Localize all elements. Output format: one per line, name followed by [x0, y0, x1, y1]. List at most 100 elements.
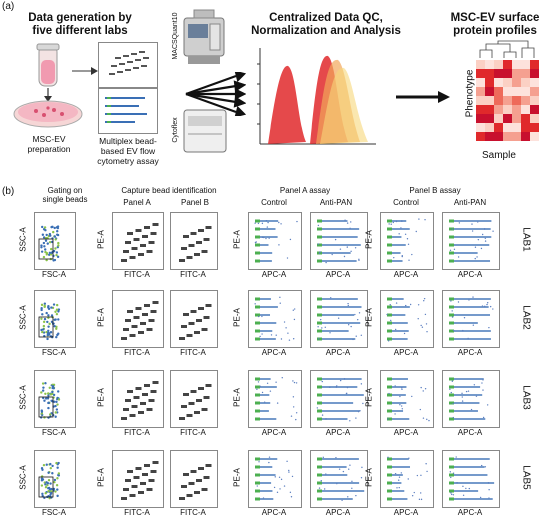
heatmap-cell — [503, 87, 512, 96]
plot-ylabel: PE-A — [232, 230, 242, 249]
col-header-assay-a-antipan: Anti-PAN — [319, 198, 353, 207]
heatmap-cell — [521, 105, 530, 114]
heatmap-cell — [530, 87, 539, 96]
heatmap-cell — [476, 105, 485, 114]
plot-xlabel: APC-A — [325, 428, 351, 437]
plot-xlabel: APC-A — [457, 270, 483, 279]
plot-ylabel: PE-A — [96, 388, 106, 407]
plot-xlabel: FITC-A — [124, 508, 150, 517]
col-header-assay-b: Panel B assay — [409, 186, 461, 195]
cytometry-plot — [112, 450, 164, 508]
heatmap-cell — [485, 123, 494, 132]
lab-label: LAB3 — [520, 385, 532, 410]
heatmap-cell — [503, 60, 512, 69]
heatmap-cell — [521, 96, 530, 105]
col-header-gating: Gating on single beads — [30, 186, 100, 204]
cytometry-plot — [170, 212, 218, 270]
heatmap-cell — [494, 69, 503, 78]
macsquant-instrument-illustration — [180, 8, 228, 74]
plot-xlabel: FSC-A — [42, 428, 66, 437]
plot-xlabel: APC-A — [457, 348, 483, 357]
heatmap-cell — [530, 60, 539, 69]
heatmap-cell — [512, 69, 521, 78]
msc-ev-illustration — [8, 42, 90, 132]
plot-ylabel: PE-A — [364, 230, 374, 249]
plot-ylabel: PE-A — [96, 468, 106, 487]
plot-ylabel: SSC-A — [18, 465, 28, 490]
normalization-histogram — [254, 44, 378, 152]
heatmap-cell — [521, 60, 530, 69]
msc-ev-caption-line2: preparation — [27, 144, 71, 154]
step1-heading-line1: Data generation by — [28, 12, 132, 24]
heatmap-cell — [503, 96, 512, 105]
plot-xlabel: FITC-A — [124, 270, 150, 279]
plot-xlabel: APC-A — [261, 428, 287, 437]
cytometry-plot — [34, 450, 76, 508]
cytometry-plot — [34, 290, 76, 348]
heatmap-cell — [512, 123, 521, 132]
cytometry-plot — [380, 450, 434, 508]
heatmap-cell — [494, 105, 503, 114]
heatmap-cell — [494, 78, 503, 87]
lab-label: LAB2 — [520, 305, 532, 330]
plot-ylabel: SSC-A — [18, 227, 28, 252]
heatmap-cell — [476, 69, 485, 78]
cytometry-plot — [248, 450, 302, 508]
cytometry-plot — [34, 212, 76, 270]
assay-thumb-top — [98, 42, 158, 88]
plot-xlabel: FSC-A — [42, 508, 66, 517]
cytometry-plot — [248, 290, 302, 348]
heatmap-cell — [512, 132, 521, 141]
cytometry-plot — [442, 450, 500, 508]
heatmap-cell — [494, 87, 503, 96]
heatmap-cell — [476, 60, 485, 69]
col-header-assay-a: Panel A assay — [279, 186, 331, 195]
plot-xlabel: APC-A — [393, 270, 419, 279]
heatmap-cell — [485, 78, 494, 87]
heatmap-cell — [521, 87, 530, 96]
plot-xlabel: APC-A — [393, 348, 419, 357]
col-header-assay-b-antipan: Anti-PAN — [453, 198, 487, 207]
col-header-assay-b-control: Control — [393, 198, 419, 207]
heatmap-cell — [485, 105, 494, 114]
plot-xlabel: APC-A — [261, 348, 287, 357]
cytometry-plot — [310, 450, 368, 508]
heatmap-cell — [512, 96, 521, 105]
heatmap-cell — [503, 69, 512, 78]
cytometry-plot — [112, 290, 164, 348]
heatmap-cell — [512, 114, 521, 123]
plot-xlabel: APC-A — [393, 508, 419, 517]
cytometry-plot — [248, 370, 302, 428]
step2-heading-line2: Normalization and Analysis — [251, 25, 401, 37]
heatmap-cell — [476, 114, 485, 123]
heatmap-cell — [485, 87, 494, 96]
col-header-capture: Capture bead identification — [121, 186, 217, 195]
heatmap-cell — [503, 78, 512, 87]
assay-caption-line1: Multiplex bead- — [99, 136, 157, 146]
cytometry-plot — [34, 370, 76, 428]
plot-xlabel: FITC-A — [124, 428, 150, 437]
step3-heading-line2: protein profiles — [453, 25, 537, 37]
plot-ylabel: PE-A — [232, 468, 242, 487]
plot-xlabel: APC-A — [261, 508, 287, 517]
plot-xlabel: FITC-A — [180, 428, 206, 437]
arrow-fan — [182, 72, 246, 116]
heatmap-cell — [485, 114, 494, 123]
plot-ylabel: PE-A — [364, 388, 374, 407]
plot-ylabel: SSC-A — [18, 385, 28, 410]
profiles-heatmap — [474, 40, 544, 148]
plot-xlabel: FITC-A — [180, 508, 206, 517]
heatmap-cell — [512, 105, 521, 114]
heatmap-cell — [521, 123, 530, 132]
cytometry-plot — [310, 290, 368, 348]
heatmap-cell — [485, 96, 494, 105]
cytoflex-instrument-illustration — [182, 108, 228, 154]
heatmap-cell — [530, 132, 539, 141]
cytometry-plot — [170, 370, 218, 428]
heatmap-cell — [503, 123, 512, 132]
step1-heading-line2: five different labs — [32, 25, 128, 37]
plot-xlabel: FITC-A — [180, 270, 206, 279]
cytoflex-label: Cytoflex — [172, 117, 179, 143]
assay-thumb-bottom — [98, 88, 158, 134]
heatmap-cell — [503, 105, 512, 114]
